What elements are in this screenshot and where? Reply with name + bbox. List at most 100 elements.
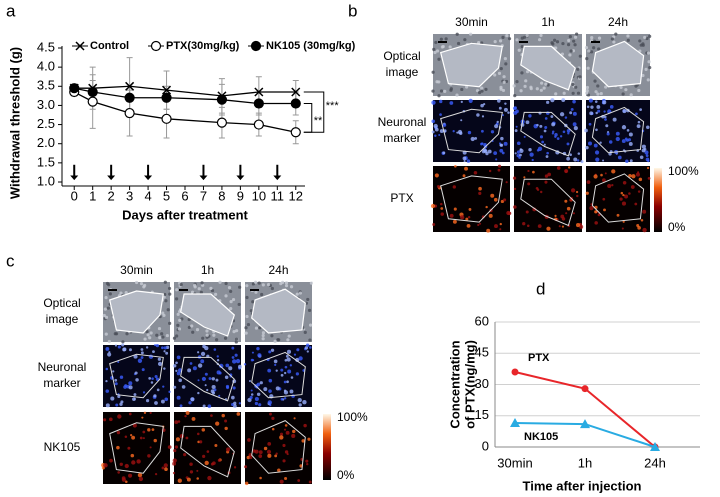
speck: [295, 372, 299, 376]
speck: [434, 127, 439, 132]
marker: [511, 368, 519, 376]
speck: [121, 343, 125, 347]
speck: [470, 136, 475, 142]
speck: [308, 480, 312, 484]
speck: [279, 432, 284, 436]
speck: [646, 78, 650, 82]
speck: [202, 404, 206, 408]
speck: [543, 143, 546, 146]
speck: [176, 323, 180, 327]
speck: [283, 390, 289, 395]
speck: [595, 128, 598, 132]
speck: [204, 384, 207, 387]
speck: [555, 40, 560, 44]
row-label: Optical: [43, 296, 80, 310]
speck: [539, 33, 543, 37]
speck: [646, 51, 651, 55]
speck: [636, 223, 640, 228]
speck: [513, 93, 517, 98]
speck: [226, 385, 230, 390]
speck: [243, 363, 247, 366]
speck: [465, 217, 469, 221]
speck: [200, 281, 204, 285]
speck: [140, 351, 144, 355]
speck: [585, 57, 589, 61]
speck: [469, 32, 473, 36]
marker: [161, 113, 172, 124]
speck: [175, 437, 180, 442]
speck: [293, 353, 297, 356]
speck: [440, 45, 445, 49]
speck: [523, 135, 526, 138]
speck: [258, 403, 262, 407]
speck: [544, 180, 548, 184]
speck: [436, 185, 441, 189]
speck: [130, 453, 135, 458]
dose-arrow-head: [199, 175, 208, 181]
speck: [293, 417, 296, 420]
speck: [298, 291, 303, 295]
speck: [484, 87, 488, 91]
speck: [481, 115, 485, 118]
colorbar-label: 100%: [337, 410, 368, 424]
speck: [151, 377, 154, 380]
speck: [468, 98, 473, 103]
speck: [574, 85, 578, 89]
speck: [468, 208, 472, 211]
speck: [136, 459, 141, 464]
speck: [513, 205, 517, 209]
speck: [114, 378, 118, 382]
speck: [155, 333, 159, 337]
speck: [224, 426, 228, 431]
speck: [213, 292, 218, 297]
speck: [284, 284, 289, 288]
speck: [478, 191, 482, 195]
speck: [168, 321, 172, 325]
speck: [166, 308, 170, 312]
speck: [499, 143, 504, 147]
speck: [480, 129, 484, 133]
speck: [596, 105, 601, 109]
significance: ***: [326, 100, 340, 112]
speck: [254, 396, 259, 402]
y-tick-label: 15: [475, 407, 489, 422]
x-tick-label: 11: [271, 188, 285, 203]
speck: [486, 228, 491, 233]
speck: [586, 66, 590, 70]
speck: [578, 54, 582, 58]
speck: [559, 112, 565, 117]
speck: [571, 82, 575, 87]
row-label: marker: [383, 131, 420, 145]
speck: [493, 197, 498, 202]
tissue-outline: [520, 178, 576, 227]
speck: [105, 367, 109, 371]
speck: [162, 385, 165, 388]
speck: [270, 348, 275, 352]
speck: [488, 213, 493, 218]
speck: [442, 123, 447, 127]
speck: [641, 43, 645, 47]
y-tick-label: 2.5: [37, 116, 55, 131]
speck: [449, 87, 453, 91]
speck: [286, 380, 289, 384]
speck: [476, 113, 480, 117]
speck: [236, 412, 241, 416]
speck: [516, 141, 521, 146]
speck: [545, 155, 549, 158]
speck: [105, 389, 110, 393]
speck: [232, 329, 236, 334]
speck: [267, 368, 272, 373]
speck: [602, 159, 605, 162]
speck: [546, 100, 550, 104]
speck: [145, 346, 149, 349]
speck: [498, 106, 502, 110]
speck: [295, 357, 300, 363]
speck: [551, 132, 554, 135]
tissue: [108, 290, 164, 334]
speck: [139, 281, 144, 286]
speck: [643, 35, 647, 40]
speck: [179, 404, 183, 408]
speck: [590, 36, 594, 40]
speck: [646, 166, 650, 170]
speck: [590, 50, 594, 54]
